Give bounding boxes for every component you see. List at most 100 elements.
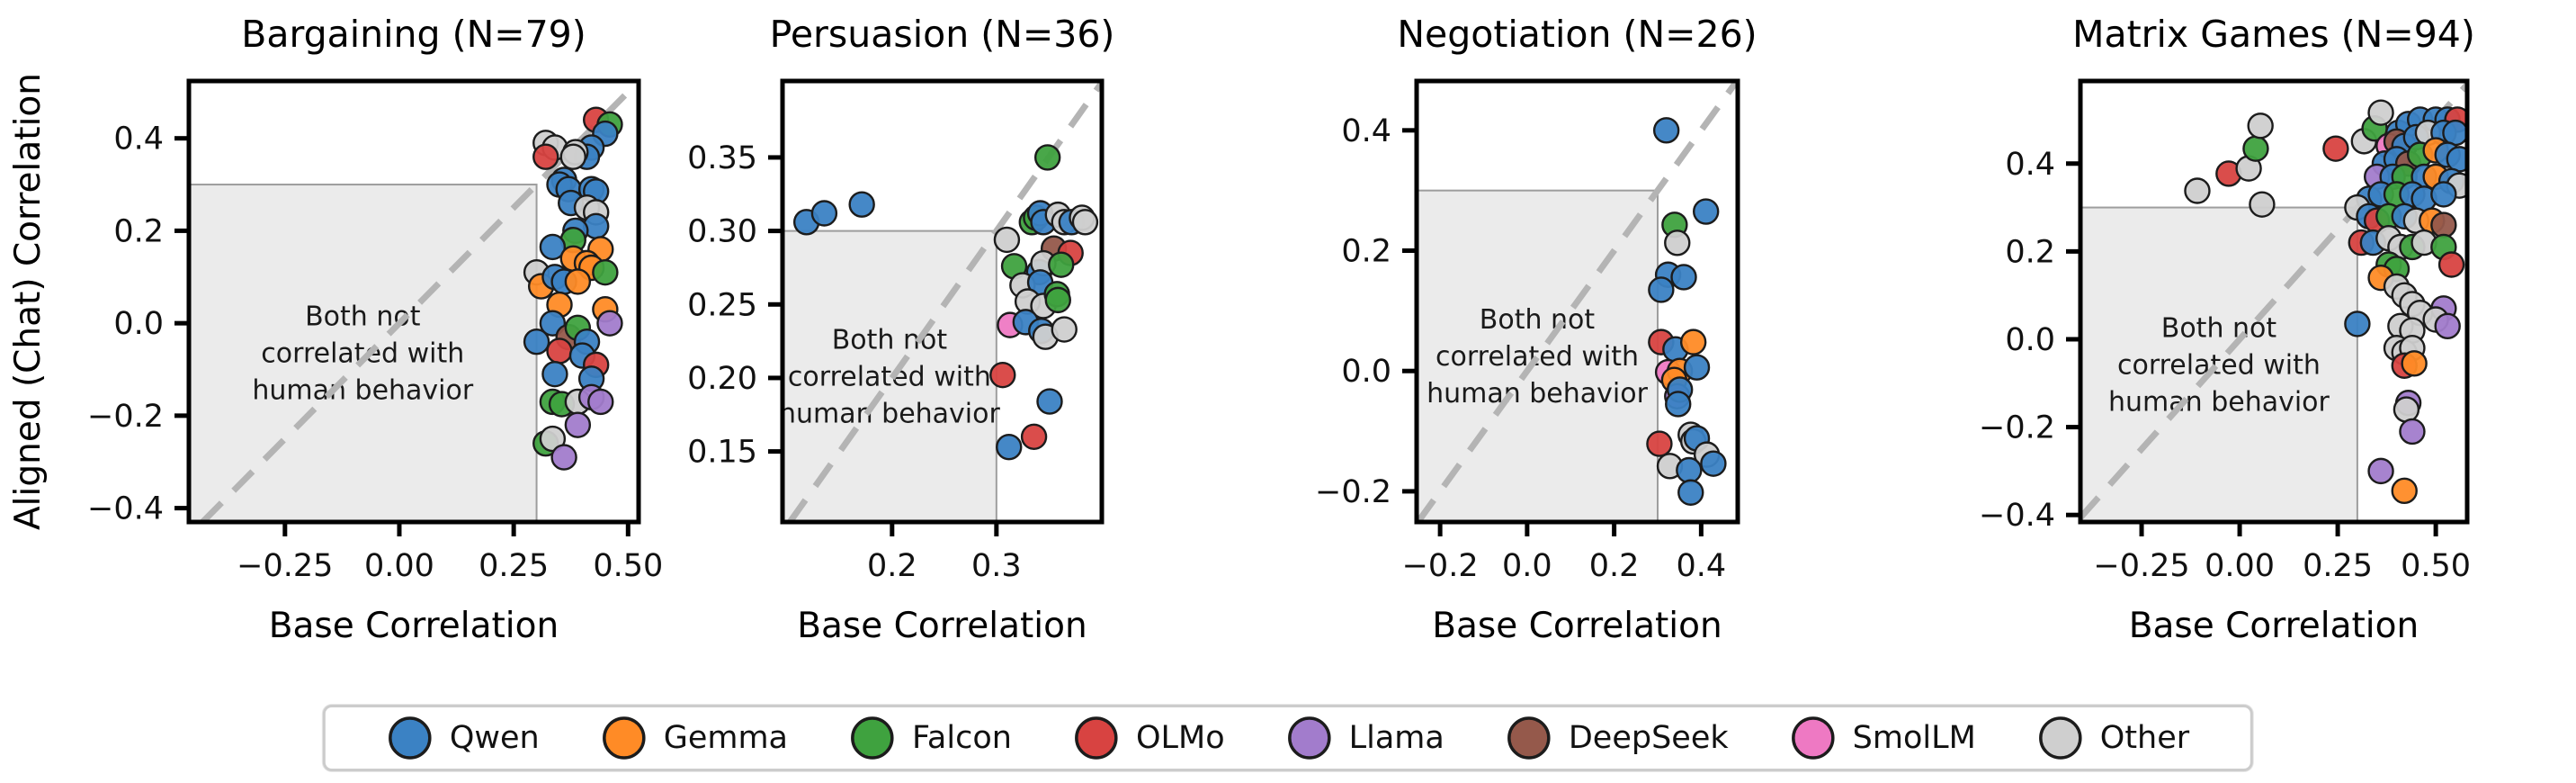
- region-annotation-line: human behavior: [779, 398, 1001, 429]
- data-point-falcon: [2242, 135, 2269, 162]
- y-tick-label: −0.2: [87, 399, 164, 435]
- region-annotation-line: human behavior: [252, 375, 474, 407]
- legend-label: DeepSeek: [1568, 719, 1729, 756]
- x-tick-label: 0.0: [1502, 548, 1552, 584]
- data-point-qwen: [1676, 456, 1703, 484]
- shaded-region: [189, 184, 538, 522]
- y-tick-label: 0.0: [1341, 354, 1391, 390]
- x-axis-label: Base Correlation: [797, 606, 1087, 646]
- data-point-qwen: [2442, 119, 2467, 147]
- data-point-other: [1071, 209, 1099, 236]
- axis-spines: [1414, 78, 1740, 525]
- data-point-olmo: [1020, 423, 1048, 450]
- x-tick-label: 0.4: [1677, 548, 1727, 584]
- legend-marker-circle: [1791, 716, 1835, 760]
- x-tick-label: 0.2: [1589, 548, 1640, 584]
- data-point-qwen: [848, 191, 875, 218]
- data-point-olmo: [2437, 251, 2465, 278]
- y-tick-label: 0.25: [687, 287, 757, 323]
- legend-label: SmolLM: [1852, 719, 1976, 756]
- data-point-llama: [564, 411, 592, 438]
- plot-title: Matrix Games (N=94): [2072, 13, 2475, 56]
- axis-spines: [2078, 78, 2470, 525]
- y-tick-label: 0.35: [687, 140, 757, 176]
- legend-label: Gemma: [663, 719, 789, 756]
- region-annotation-line: correlated with: [261, 338, 464, 370]
- legend-label: OLMo: [1135, 719, 1225, 756]
- llama-marker-icon: [1287, 716, 1331, 760]
- x-tick-label: 0.3: [971, 548, 1022, 584]
- legend-label: Other: [2099, 719, 2190, 756]
- legend-item-olmo: OLMo: [1073, 715, 1225, 761]
- x-tick-label: 0.50: [2401, 548, 2471, 584]
- legend-item-llama: Llama: [1286, 715, 1445, 761]
- data-point-qwen: [1683, 354, 1711, 381]
- y-tick-label: 0.4: [1341, 113, 1391, 149]
- data-point-llama: [550, 444, 577, 471]
- x-tick-label: 0.00: [364, 548, 434, 584]
- data-point-other: [993, 226, 1021, 254]
- legend-item-deepseek: DeepSeek: [1506, 715, 1729, 761]
- olmo-marker-icon: [1075, 716, 1118, 760]
- legend-item-gemma: Gemma: [601, 715, 788, 761]
- data-point-gemma: [1679, 328, 1707, 356]
- data-point-qwen: [539, 233, 567, 261]
- x-tick-label: 0.50: [593, 548, 663, 584]
- legend-label: Qwen: [449, 719, 540, 756]
- region-annotation-line: human behavior: [2108, 386, 2330, 418]
- data-point-llama: [2434, 312, 2461, 340]
- subplot-3: Both not correlated with human behavior −0.…: [1315, 13, 1758, 646]
- legend-marker-circle: [389, 716, 432, 760]
- y-tick-label: −0.2: [1979, 410, 2055, 446]
- data-point-qwen: [1670, 264, 1697, 291]
- data-point-other: [1664, 230, 1691, 256]
- data-point-qwen: [2430, 181, 2457, 208]
- y-tick-label: 0.2: [1341, 234, 1391, 270]
- y-tick-label: 0.30: [687, 214, 757, 250]
- data-point-llama: [2399, 418, 2426, 446]
- plot-title: Negotiation (N=26): [1397, 13, 1757, 56]
- data-point-olmo: [2322, 135, 2349, 162]
- diagonal-reference-line: [2080, 82, 2467, 520]
- data-point-other: [2393, 396, 2420, 423]
- x-tick-label: −0.25: [237, 548, 333, 584]
- data-point-gemma: [564, 268, 592, 295]
- data-point-qwen: [1665, 391, 1692, 418]
- legend-marker-circle: [1287, 716, 1331, 760]
- legend-item-qwen: Qwen: [387, 715, 540, 761]
- data-point-falcon: [1044, 286, 1071, 314]
- x-tick-label: 0.25: [2303, 548, 2373, 584]
- x-tick-label: −0.2: [1402, 548, 1479, 584]
- diagonal-reference-line: [200, 81, 639, 522]
- data-point-olmo: [989, 361, 1016, 389]
- legend-marker-circle: [851, 716, 894, 760]
- x-tick-label: 0.2: [867, 548, 917, 584]
- other-marker-icon: [2039, 716, 2082, 760]
- legend-label: Llama: [1348, 719, 1445, 756]
- legend-item-smollm: SmolLM: [1790, 715, 1976, 761]
- data-point-other: [1051, 316, 1078, 343]
- y-tick-label: 0.2: [113, 213, 164, 249]
- region-annotation-line: correlated with: [1436, 341, 1639, 373]
- legend-marker-circle: [1507, 716, 1551, 760]
- falcon-marker-icon: [851, 716, 894, 760]
- region-annotation-line: human behavior: [1427, 378, 1649, 410]
- data-point-qwen: [1648, 276, 1675, 303]
- y-tick-label: 0.20: [687, 361, 757, 397]
- y-tick-label: −0.4: [1979, 498, 2055, 534]
- shaded-region: [783, 230, 997, 522]
- y-tick-label: −0.2: [1315, 474, 1391, 510]
- data-point-olmo: [546, 338, 573, 364]
- qwen-marker-icon: [389, 716, 432, 760]
- legend-item-other: Other: [2037, 715, 2189, 761]
- figure-y-axis-label: Aligned (Chat) Correlation: [8, 73, 49, 530]
- data-point-qwen: [541, 360, 568, 388]
- smollm-marker-icon: [1791, 716, 1835, 760]
- legend-marker-circle: [602, 716, 646, 760]
